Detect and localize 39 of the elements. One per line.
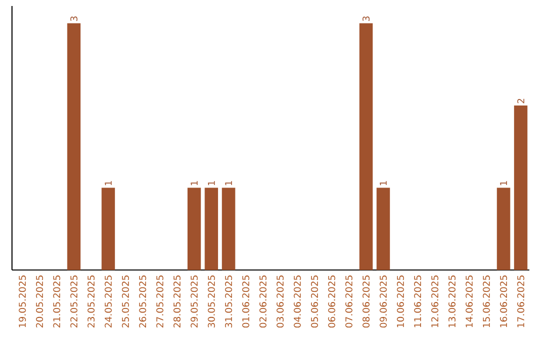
x-tick-label: 16.06.2025 — [500, 276, 508, 328]
x-tick-label: 03.06.2025 — [276, 276, 284, 328]
data-label: 1 — [208, 181, 215, 186]
data-label: 1 — [380, 181, 387, 186]
x-tick-label: 14.06.2025 — [466, 276, 473, 328]
x-tick-label: 08.06.2025 — [362, 276, 370, 328]
x-tick-label: 11.06.2025 — [414, 276, 422, 328]
data-label: 1 — [104, 181, 112, 186]
x-tick-label: 28.05.2025 — [173, 276, 181, 328]
x-tick-label: 25.05.2025 — [122, 276, 129, 328]
data-label: 3 — [70, 16, 78, 21]
data-label: 1 — [225, 181, 232, 186]
x-tick-label: 30.05.2025 — [208, 276, 215, 328]
x-tick-label: 10.06.2025 — [396, 276, 404, 328]
x-tick-label: 15.06.2025 — [482, 276, 490, 328]
x-tick-label: 17.06.2025 — [517, 276, 524, 328]
x-tick-label: 05.06.2025 — [310, 276, 318, 328]
x-tick-label: 04.06.2025 — [294, 276, 301, 328]
x-tick-label: 01.06.2025 — [242, 276, 250, 328]
data-label: 1 — [500, 181, 507, 186]
x-tick-label: 22.05.2025 — [70, 276, 78, 328]
x-tick-label: 20.05.2025 — [36, 276, 44, 328]
x-tick-label: 27.05.2025 — [156, 276, 164, 328]
x-tick-label: 12.06.2025 — [431, 276, 438, 328]
x-tick-label: 23.05.2025 — [88, 276, 95, 328]
x-tick-label: 29.05.2025 — [190, 276, 198, 328]
x-tick-label: 09.06.2025 — [380, 276, 387, 328]
x-tick-label: 24.05.2025 — [104, 276, 112, 328]
x-tick-label: 21.05.2025 — [53, 276, 60, 328]
data-label: 2 — [517, 98, 524, 104]
x-tick-label: 19.05.2025 — [18, 276, 26, 328]
data-label: 1 — [190, 181, 198, 186]
x-tick-label: 13.06.2025 — [448, 276, 456, 328]
x-tick-label: 31.05.2025 — [225, 276, 232, 328]
x-tick-label: 02.06.2025 — [259, 276, 266, 328]
x-tick-label: 06.06.2025 — [328, 276, 336, 328]
x-tick-label: 26.05.2025 — [139, 276, 146, 328]
x-tick-label: 07.06.2025 — [345, 276, 352, 328]
data-label: 3 — [362, 16, 370, 21]
